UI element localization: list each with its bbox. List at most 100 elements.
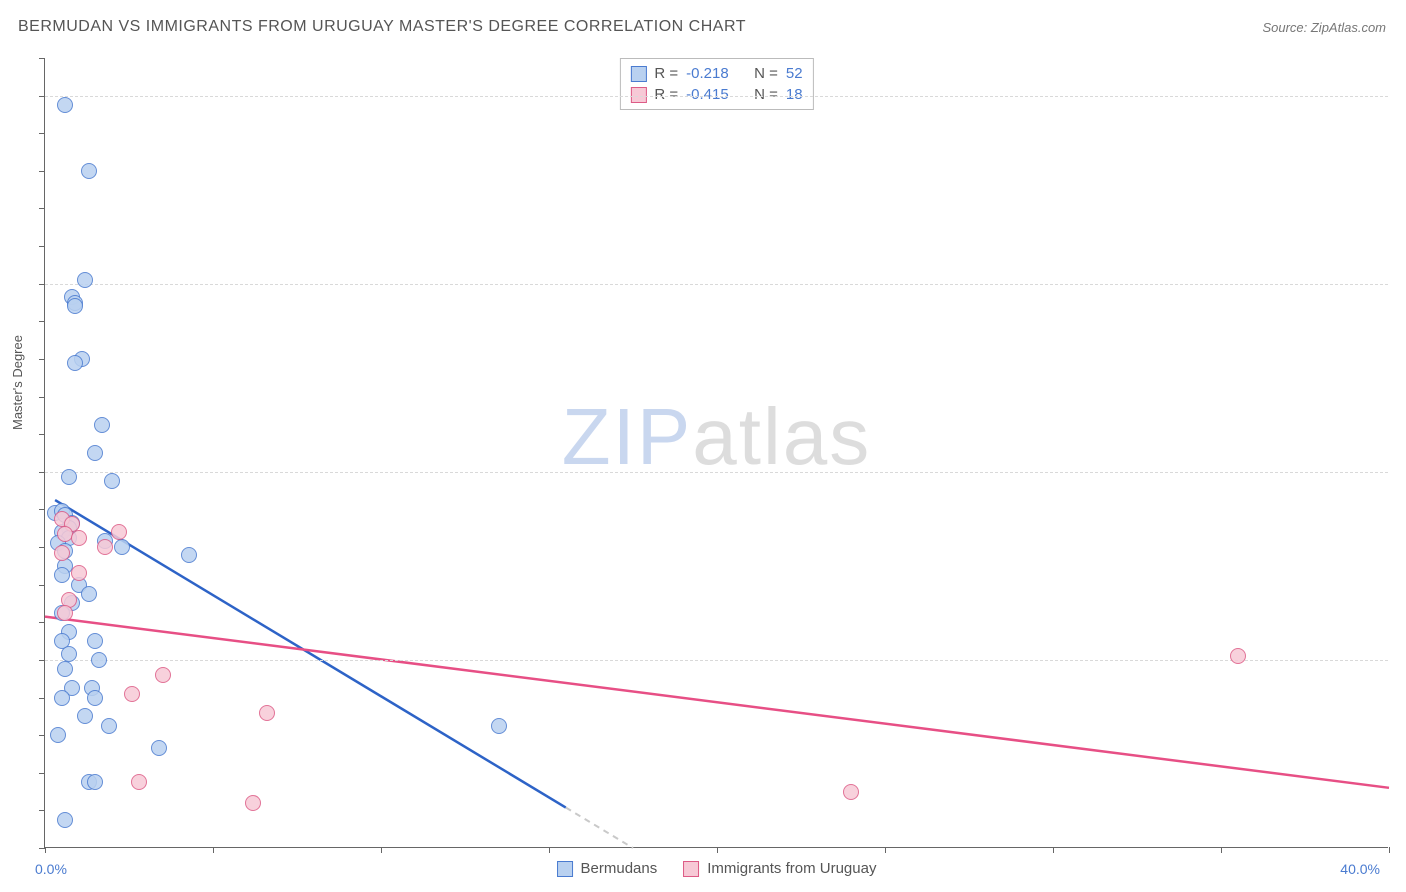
legend-r-label: R = [654, 65, 678, 82]
legend-r-label: R = [654, 86, 678, 103]
data-point [491, 718, 507, 734]
data-point [57, 605, 73, 621]
data-point [151, 740, 167, 756]
y-tick-mark [39, 810, 45, 811]
data-point [61, 646, 77, 662]
scatter-chart: ZIPatlas R =-0.218N =52R =-0.415N =18 Be… [44, 58, 1388, 848]
y-tick-label: 30.0% [1396, 276, 1406, 292]
data-point [77, 708, 93, 724]
data-point [87, 690, 103, 706]
data-point [67, 298, 83, 314]
y-tick-mark [39, 133, 45, 134]
x-tick-mark [45, 847, 46, 853]
data-point [94, 417, 110, 433]
x-tick-mark [1221, 847, 1222, 853]
legend-n-value: 52 [786, 65, 803, 82]
y-tick-mark [39, 359, 45, 360]
y-tick-mark [39, 434, 45, 435]
chart-title: BERMUDAN VS IMMIGRANTS FROM URUGUAY MAST… [18, 18, 746, 36]
data-point [97, 539, 113, 555]
data-point [57, 661, 73, 677]
y-tick-mark [39, 622, 45, 623]
legend-r-value: -0.415 [686, 86, 746, 103]
y-tick-mark [39, 246, 45, 247]
x-tick-mark [213, 847, 214, 853]
x-tick-mark [549, 847, 550, 853]
data-point [155, 667, 171, 683]
y-tick-mark [39, 472, 45, 473]
x-tick-mark [1053, 847, 1054, 853]
data-point [124, 686, 140, 702]
y-tick-mark [39, 208, 45, 209]
y-tick-mark [39, 698, 45, 699]
legend-item: Immigrants from Uruguay [683, 860, 876, 877]
gridline [45, 96, 1388, 97]
legend-item: Bermudans [557, 860, 658, 877]
gridline [45, 660, 1388, 661]
y-tick-mark [39, 96, 45, 97]
y-tick-mark [39, 509, 45, 510]
legend-label: Bermudans [581, 860, 658, 877]
legend-label: Immigrants from Uruguay [707, 860, 876, 877]
y-tick-label: 10.0% [1396, 652, 1406, 668]
legend-row: R = -0.218 N = 52 [630, 63, 802, 84]
x-tick-mark [1389, 847, 1390, 853]
legend-swatch [683, 861, 699, 877]
data-point [81, 586, 97, 602]
legend-swatch [630, 87, 646, 103]
y-tick-mark [39, 284, 45, 285]
legend-n-label: N = [754, 86, 778, 103]
data-point [111, 524, 127, 540]
data-point [114, 539, 130, 555]
x-tick-mark [717, 847, 718, 853]
data-point [245, 795, 261, 811]
y-tick-mark [39, 735, 45, 736]
x-tick-mark [885, 847, 886, 853]
y-tick-mark [39, 397, 45, 398]
data-point [181, 547, 197, 563]
data-point [71, 565, 87, 581]
data-point [61, 469, 77, 485]
data-point [71, 530, 87, 546]
data-point [54, 545, 70, 561]
x-axis-min-label: 0.0% [35, 861, 67, 877]
x-axis-max-label: 40.0% [1340, 861, 1380, 877]
y-axis-label: Master's Degree [10, 335, 25, 430]
legend-swatch [630, 66, 646, 82]
legend-n-value: 18 [786, 86, 803, 103]
data-point [843, 784, 859, 800]
legend-swatch [557, 861, 573, 877]
data-point [1230, 648, 1246, 664]
data-point [57, 812, 73, 828]
data-point [104, 473, 120, 489]
legend-r-value: -0.218 [686, 65, 746, 82]
data-point [87, 633, 103, 649]
legend-n-label: N = [754, 65, 778, 82]
data-point [81, 163, 97, 179]
data-point [54, 567, 70, 583]
source-attribution: Source: ZipAtlas.com [1262, 20, 1386, 35]
legend-row: R = -0.415 N = 18 [630, 84, 802, 105]
x-tick-mark [381, 847, 382, 853]
data-point [67, 355, 83, 371]
data-point [101, 718, 117, 734]
y-tick-label: 40.0% [1396, 88, 1406, 104]
data-point [50, 727, 66, 743]
trendlines-layer [45, 58, 1388, 847]
data-point [57, 97, 73, 113]
gridline [45, 284, 1388, 285]
data-point [87, 774, 103, 790]
y-tick-mark [39, 321, 45, 322]
y-tick-mark [39, 585, 45, 586]
y-tick-mark [39, 660, 45, 661]
y-tick-mark [39, 547, 45, 548]
data-point [77, 272, 93, 288]
data-point [91, 652, 107, 668]
data-point [54, 690, 70, 706]
legend-series: Bermudans Immigrants from Uruguay [557, 860, 877, 877]
data-point [259, 705, 275, 721]
gridline [45, 472, 1388, 473]
legend-correlation: R = -0.218 N = 52 R = -0.415 N = 18 [619, 58, 813, 110]
y-tick-label: 20.0% [1396, 464, 1406, 480]
y-tick-mark [39, 773, 45, 774]
